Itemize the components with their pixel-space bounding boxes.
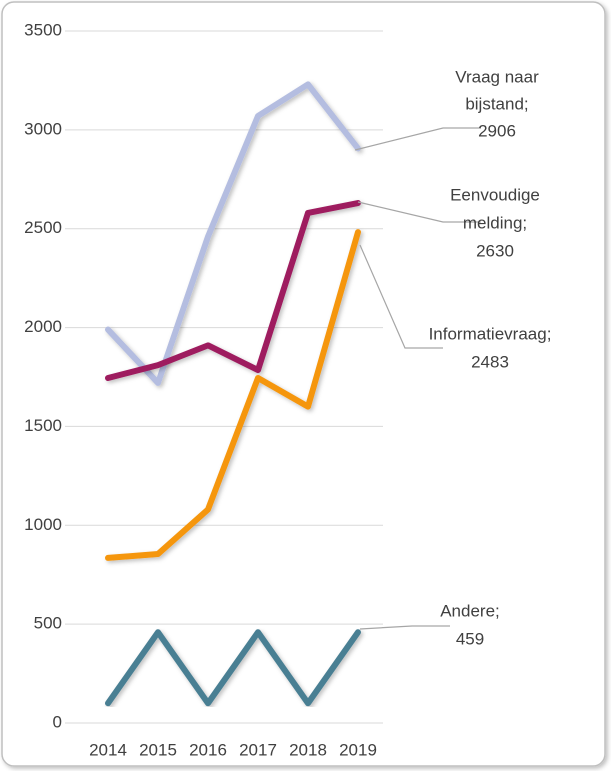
x-tick-label: 2019 xyxy=(339,740,377,759)
data-label: Vraag naar xyxy=(455,67,539,86)
leader-line xyxy=(357,201,481,223)
x-tick-label: 2018 xyxy=(289,740,327,759)
x-tick-label: 2017 xyxy=(239,740,277,759)
x-tick-label: 2015 xyxy=(139,740,177,759)
y-tick-label: 500 xyxy=(34,614,62,633)
y-tick-label: 3000 xyxy=(24,119,62,138)
data-label: Eenvoudige xyxy=(450,185,540,204)
y-tick-label: 0 xyxy=(53,712,62,731)
leader-line xyxy=(354,127,481,151)
y-tick-label: 3500 xyxy=(24,20,62,39)
series-line xyxy=(105,629,361,707)
y-tick-label: 1500 xyxy=(24,416,62,435)
data-label: Andere; xyxy=(440,601,500,620)
data-label: 2483 xyxy=(471,352,509,371)
series-line xyxy=(105,81,361,386)
x-tick-label: 2014 xyxy=(89,740,127,759)
y-tick-label: 2000 xyxy=(24,317,62,336)
data-label: 459 xyxy=(456,629,484,648)
x-tick-label: 2016 xyxy=(189,740,227,759)
series-line xyxy=(105,200,361,381)
data-label: 2630 xyxy=(476,241,514,260)
leader-line xyxy=(359,244,443,349)
data-label: 2906 xyxy=(478,121,516,140)
leader-line xyxy=(359,625,450,630)
data-label: melding; xyxy=(463,213,527,232)
y-tick-label: 2500 xyxy=(24,218,62,237)
series-line xyxy=(105,229,361,561)
data-label: Informatievraag; xyxy=(429,324,552,343)
data-label: bijstand; xyxy=(465,94,528,113)
y-tick-label: 1000 xyxy=(24,515,62,534)
